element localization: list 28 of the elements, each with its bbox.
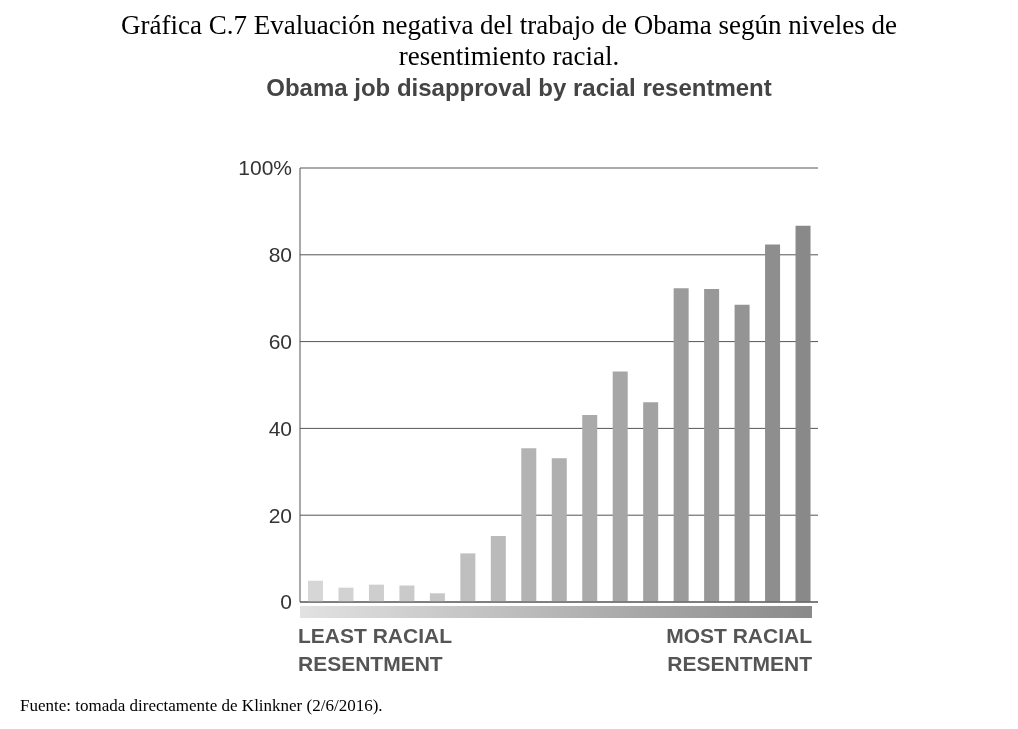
chart-title: Gráfica C.7 Evaluación negativa del trabajo de Obama según niveles de resentimiento racial. — [120, 10, 898, 72]
bar — [521, 448, 537, 602]
bar — [399, 585, 415, 602]
bar — [460, 553, 476, 602]
bar — [704, 289, 720, 602]
text: LEAST RACIAL RESENTMENT — [298, 623, 453, 677]
bar — [612, 371, 628, 602]
source-note: Fuente: tomada directamente de Klinkner (2/6/2016). — [20, 696, 383, 716]
bar — [582, 414, 598, 602]
text: MOST RACIAL RESENTMENT — [665, 623, 812, 677]
chart-subtitle: Obama job disapproval by racial resentment — [265, 74, 773, 102]
bar — [673, 288, 689, 602]
bar — [338, 587, 354, 602]
bar — [490, 536, 506, 602]
bar — [308, 580, 323, 602]
bar — [368, 584, 384, 602]
bar — [795, 225, 811, 602]
bar — [551, 458, 567, 602]
bar — [429, 593, 445, 602]
bar — [643, 402, 659, 602]
y-tick-label: 80 — [268, 243, 292, 267]
y-tick-label: 40 — [268, 416, 292, 440]
bar — [734, 304, 750, 602]
y-tick-label: 20 — [268, 503, 292, 527]
y-tick-label: 0 — [280, 590, 292, 614]
y-tick-label: 60 — [268, 330, 292, 354]
y-tick-label: 100% — [238, 156, 292, 180]
bar — [765, 244, 781, 602]
